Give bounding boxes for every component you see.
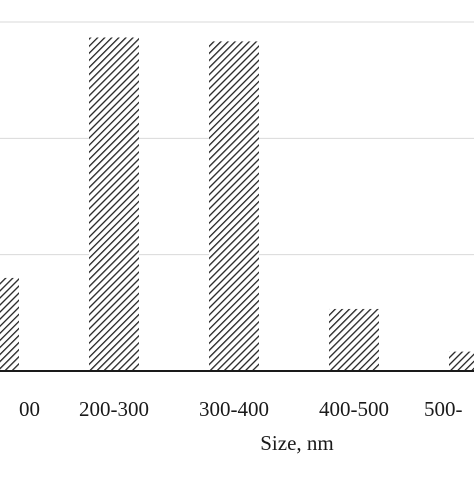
x-tick-label: 400-500 <box>319 397 389 421</box>
bar-100-200 <box>0 277 19 371</box>
bar-300-400 <box>209 41 259 372</box>
x-tick-label: 300-400 <box>199 397 269 421</box>
x-tick-labels: 00 200-300 300-400 400-500 500- <box>19 397 463 421</box>
x-axis-title: Size, nm <box>260 431 334 455</box>
x-tick-label: 00 <box>19 397 40 421</box>
bar-200-300 <box>89 37 139 372</box>
bars <box>0 37 474 372</box>
x-tick-label: 200-300 <box>79 397 149 421</box>
x-tick-label: 500- <box>424 397 463 421</box>
bar-500-600 <box>449 351 474 371</box>
bar-400-500 <box>329 308 379 371</box>
